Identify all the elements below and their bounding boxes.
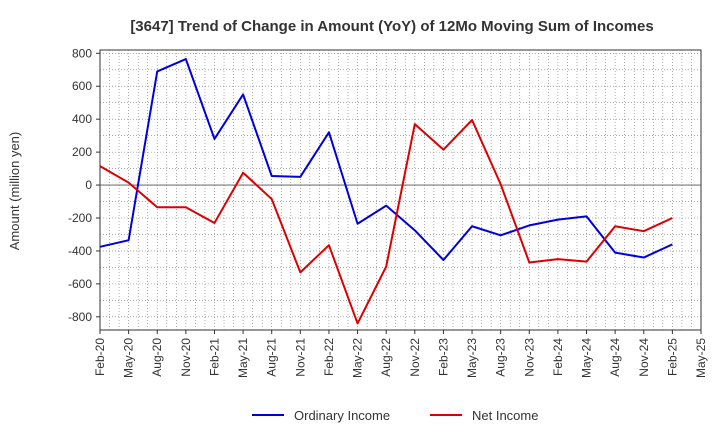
x-tick-label: May-25 — [694, 338, 708, 378]
legend-label-net-income: Net Income — [472, 408, 538, 423]
x-tick-label: Aug-21 — [265, 338, 279, 377]
y-tick-label: -800 — [68, 310, 92, 324]
x-tick-label: Nov-21 — [293, 338, 307, 377]
x-tick-label: Feb-20 — [93, 338, 107, 376]
x-tick-label: Aug-22 — [379, 338, 393, 377]
y-tick-label: -400 — [68, 244, 92, 258]
x-tick-label: Feb-21 — [207, 338, 221, 376]
legend-label-ordinary-income: Ordinary Income — [294, 408, 390, 423]
y-axis-ticks: 800 600 400 200 0 -200 -400 -600 -800 — [68, 46, 100, 324]
x-tick-label: May-22 — [351, 338, 365, 378]
x-tick-label: Feb-24 — [551, 338, 565, 376]
y-tick-label: -200 — [68, 211, 92, 225]
x-tick-label: Feb-23 — [436, 338, 450, 376]
y-tick-label: 600 — [72, 79, 92, 93]
x-tick-label: May-23 — [465, 338, 479, 378]
series-line-net-income — [99, 119, 673, 325]
chart-title: [3647] Trend of Change in Amount (YoY) o… — [130, 18, 653, 35]
x-tick-label: May-20 — [122, 338, 136, 378]
y-tick-label: 400 — [72, 112, 92, 126]
x-tick-label: Aug-23 — [494, 338, 508, 377]
series-lines — [99, 58, 673, 325]
x-tick-label: Nov-23 — [522, 338, 536, 377]
plot-area — [99, 49, 702, 331]
x-tick-label: Nov-22 — [408, 338, 422, 377]
y-axis-label: Amount (million yen) — [7, 132, 22, 251]
y-tick-label: 800 — [72, 46, 92, 60]
x-tick-label: Feb-22 — [322, 338, 336, 376]
x-tick-label: Aug-20 — [150, 338, 164, 377]
plot-frame — [99, 49, 702, 331]
y-tick-label: -600 — [68, 277, 92, 291]
x-tick-label: Aug-24 — [608, 338, 622, 377]
legend: Ordinary Income Net Income — [252, 408, 538, 423]
series-line-ordinary-income — [99, 58, 673, 261]
x-tick-label: Nov-20 — [179, 338, 193, 377]
x-axis-ticks: Feb-20 May-20 Aug-20 Nov-20 Feb-21 May-21 Aug-… — [93, 330, 708, 378]
x-tick-label: May-21 — [236, 338, 250, 378]
y-tick-label: 200 — [72, 145, 92, 159]
y-tick-label: 0 — [85, 178, 92, 192]
x-tick-label: Feb-25 — [665, 338, 679, 376]
x-tick-label: Nov-24 — [637, 338, 651, 377]
x-tick-label: May-24 — [580, 338, 594, 378]
